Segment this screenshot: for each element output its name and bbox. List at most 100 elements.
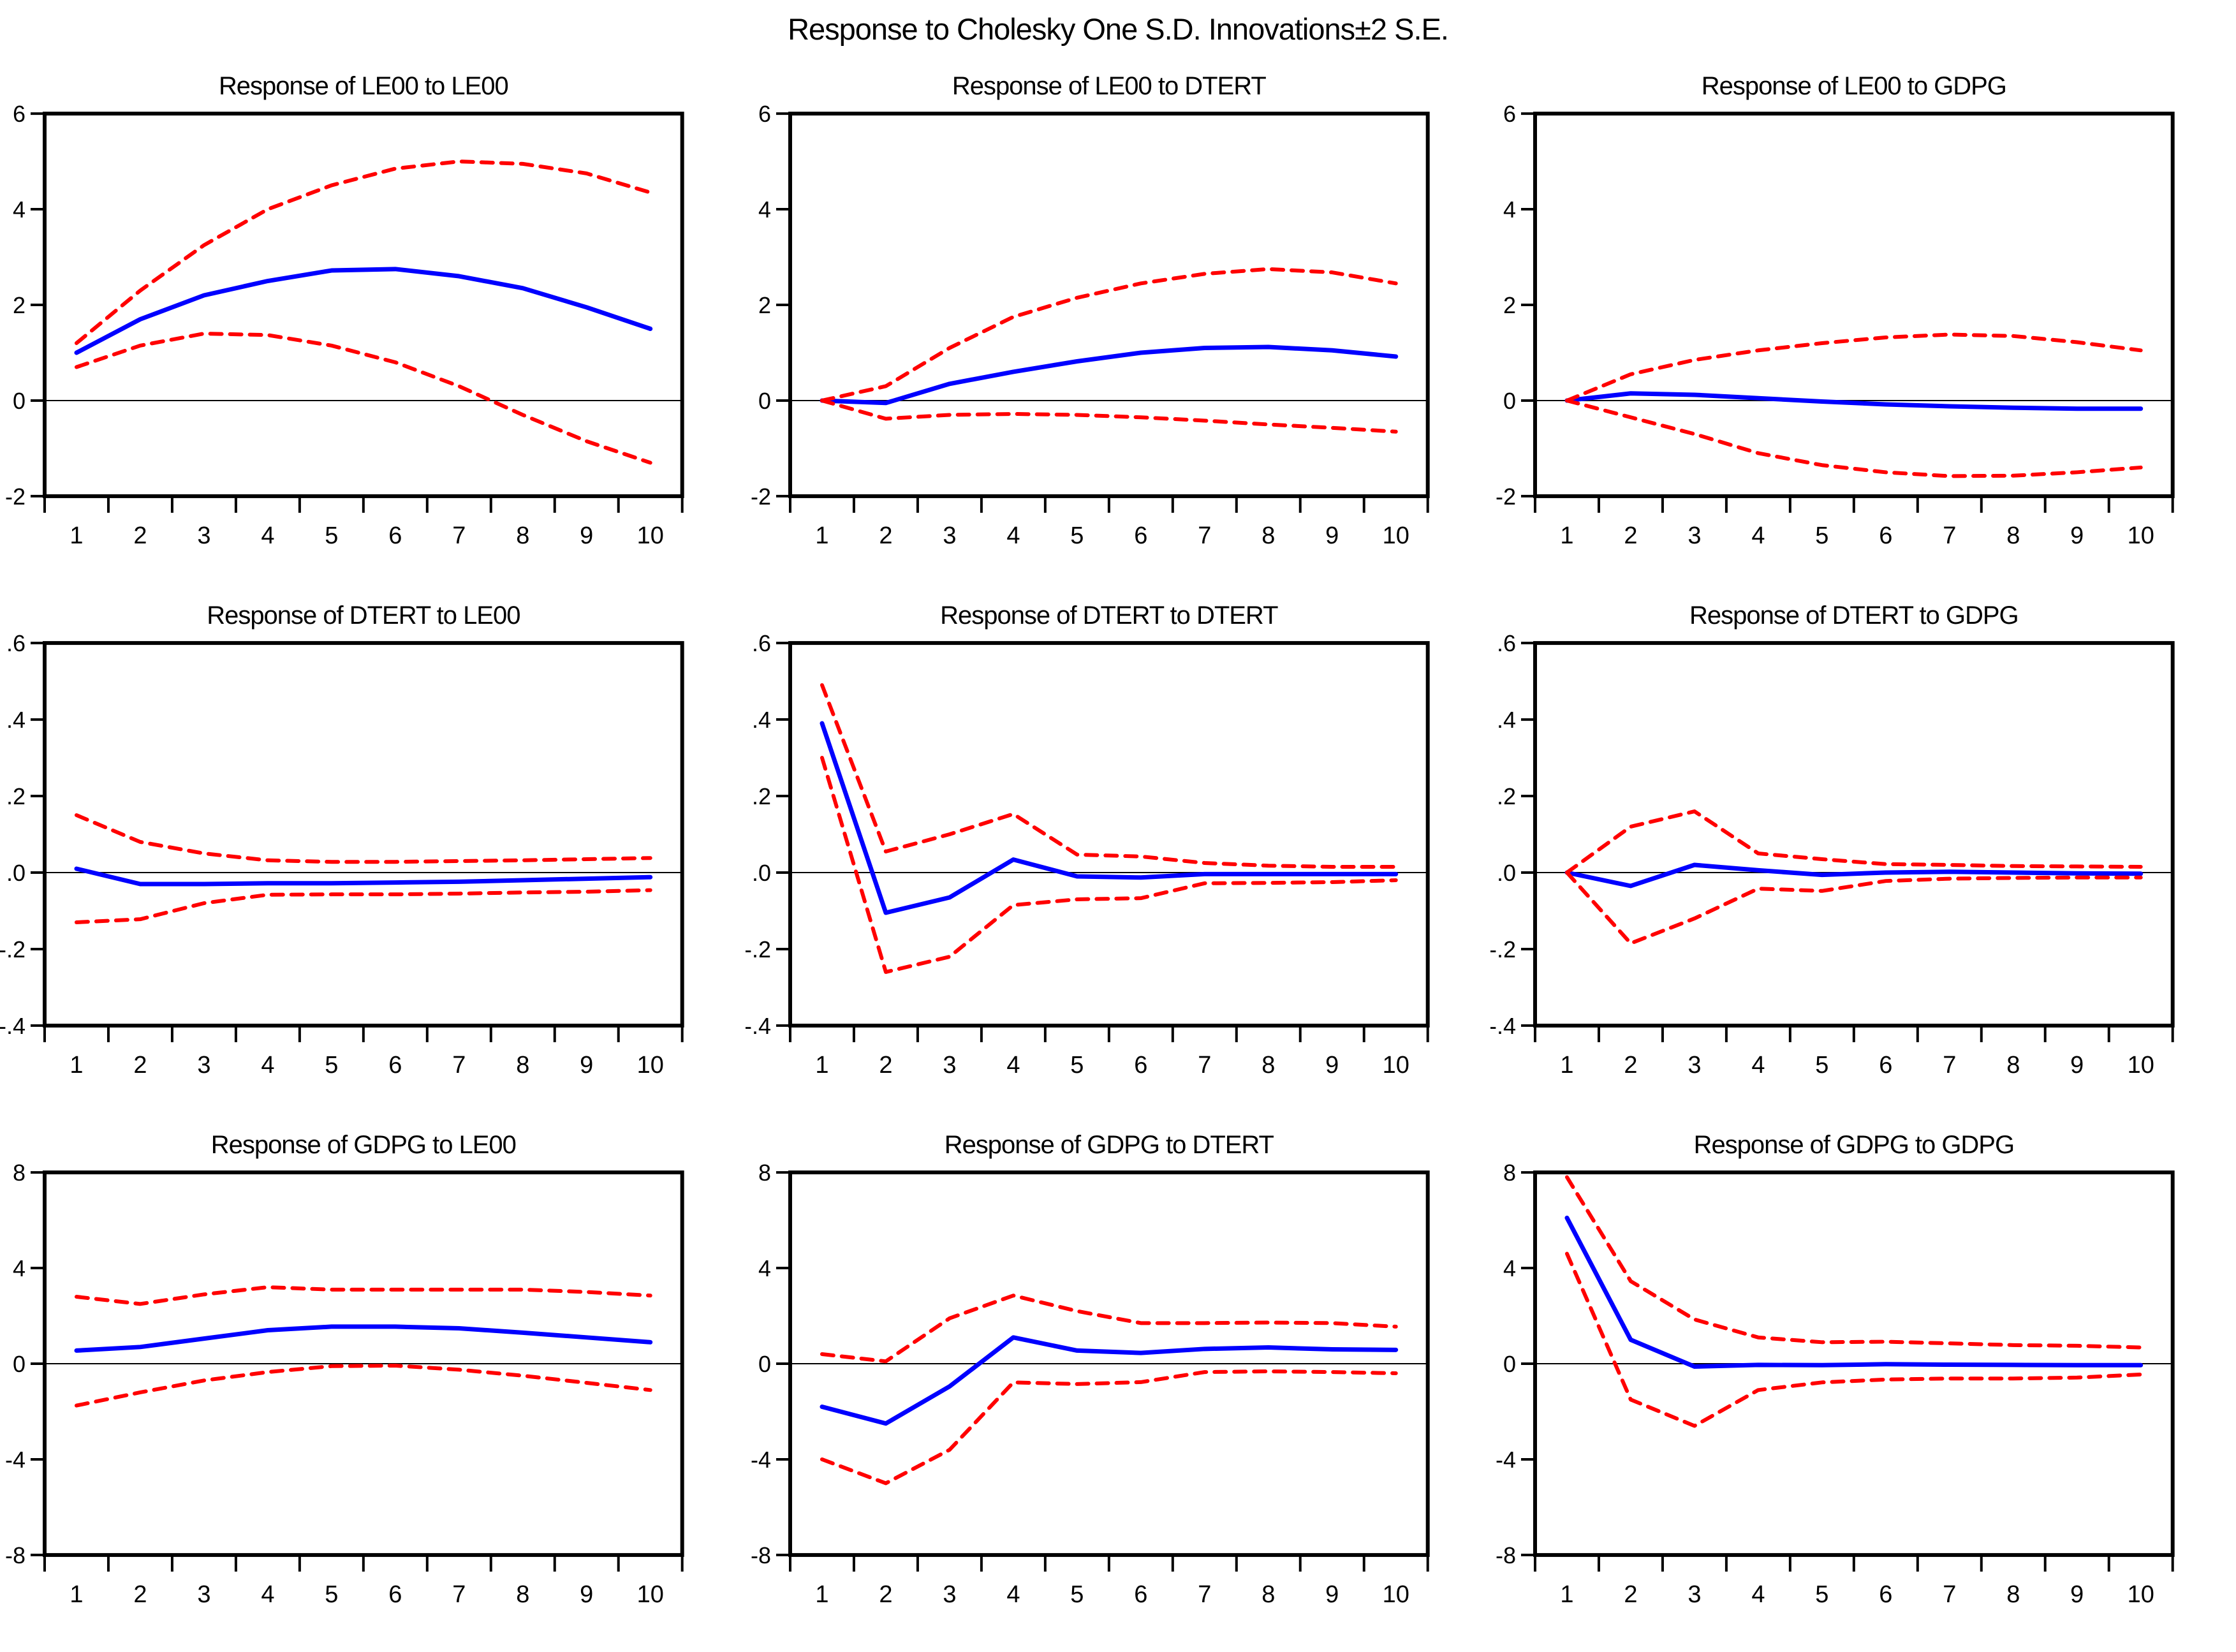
- irf-panel-dtert_gdpg: Response of DTERT to GDPG .6 .4 .2 .0 -.2 -.4 1…: [1490, 593, 2236, 1123]
- upper-se-band-line: [820, 1294, 1398, 1364]
- x-tick-label: 10: [2128, 522, 2154, 549]
- x-tick-label: 5: [325, 522, 338, 549]
- irf-chart-dtert_le00: Response of DTERT to LE00 .6 .4 .2 .0 -.2 -.4 1…: [0, 601, 684, 1079]
- x-tick-label: 10: [1382, 1581, 1409, 1608]
- upper-se-band-line: [1565, 809, 2144, 874]
- x-tick-label: 2: [879, 1581, 892, 1608]
- lower-se-band-line: [820, 756, 1398, 974]
- x-tick-label: 4: [1006, 522, 1020, 549]
- x-tick-label: 5: [1816, 522, 1829, 549]
- x-tick-label: 7: [1198, 1581, 1211, 1608]
- y-tick-label: 0: [758, 1351, 771, 1377]
- x-tick-label: 6: [1134, 1052, 1147, 1079]
- lower-se-band-line: [74, 331, 652, 465]
- panel-title: Response of DTERT to GDPG: [1689, 601, 2019, 630]
- x-tick-label: 4: [261, 1581, 274, 1608]
- x-tick-label: 3: [943, 1052, 956, 1079]
- x-tick-label: 1: [70, 1581, 83, 1608]
- x-tick-label: 5: [325, 1052, 338, 1079]
- y-tick-label: -.4: [1490, 1013, 1516, 1039]
- y-tick-label: -8: [751, 1542, 771, 1568]
- y-tick-label: -2: [5, 483, 26, 510]
- panel-title: Response of LE00 to LE00: [219, 72, 508, 100]
- upper-se-band-line: [1565, 1175, 2144, 1350]
- panel-title: Response of GDPG to LE00: [211, 1131, 516, 1159]
- upper-se-band-line: [1565, 332, 2144, 402]
- y-tick-label: -.2: [746, 936, 771, 962]
- panel-title: Response of DTERT to LE00: [207, 601, 520, 630]
- figure-title: Response to Cholesky One S.D. Innovation…: [788, 12, 1449, 46]
- x-tick-label: 3: [197, 1052, 210, 1079]
- plot-frame: [1533, 112, 2175, 498]
- y-tick-label: .2: [6, 783, 26, 809]
- x-tick-label: 7: [1943, 1581, 1957, 1608]
- x-tick-label: 6: [1879, 522, 1893, 549]
- plot-frame: [42, 641, 684, 1028]
- x-tick-label: 3: [943, 522, 956, 549]
- y-tick-label: .4: [6, 707, 26, 733]
- x-tick-label: 1: [1561, 1052, 1574, 1079]
- x-tick-label: 10: [637, 1581, 664, 1608]
- panel-title: Response of LE00 to GDPG: [1702, 72, 2006, 100]
- y-tick-label: 4: [1503, 1255, 1516, 1281]
- x-tick-label: 3: [197, 1581, 210, 1608]
- panel-title: Response of GDPG to GDPG: [1694, 1131, 2014, 1159]
- x-tick-label: 2: [879, 522, 892, 549]
- panel-title: Response of LE00 to DTERT: [952, 72, 1266, 100]
- irf-panel-gdpg_gdpg: Response of GDPG to GDPG 8 4 0 -4 -8 1 2 3 4 5 6 7 8 9…: [1490, 1123, 2236, 1652]
- x-tick-label: 8: [2007, 1581, 2020, 1608]
- x-tick-label: 7: [1943, 522, 1957, 549]
- x-tick-label: 4: [1752, 1052, 1765, 1079]
- y-tick-label: .4: [752, 707, 771, 733]
- y-tick-label: 2: [13, 292, 26, 318]
- x-tick-label: 4: [1006, 1581, 1020, 1608]
- x-tick-label: 3: [1688, 1052, 1702, 1079]
- y-tick-label: -4: [1496, 1447, 1516, 1473]
- x-tick-label: 1: [70, 1052, 83, 1079]
- y-tick-label: 8: [13, 1160, 26, 1186]
- irf-panel-le00_dtert: Response of LE00 to DTERT 6 4 2 0 -2 1 2 3 4 5 6 7 8 9…: [746, 64, 1491, 593]
- y-tick-label: -.4: [0, 1013, 26, 1039]
- response-line: [74, 866, 653, 887]
- y-tick-label: -.2: [1490, 936, 1516, 962]
- y-tick-label: -2: [751, 483, 771, 510]
- x-tick-label: 4: [1752, 522, 1765, 549]
- y-tick-label: 4: [758, 196, 771, 223]
- y-tick-label: 4: [13, 1255, 26, 1281]
- x-tick-label: 9: [580, 1052, 593, 1079]
- x-tick-label: 1: [1561, 1581, 1574, 1608]
- y-tick-label: 8: [1503, 1160, 1516, 1186]
- y-tick-label: 0: [13, 388, 26, 414]
- x-tick-label: 9: [580, 522, 593, 549]
- x-tick-label: 7: [1198, 1052, 1211, 1079]
- irf-panel-dtert_dtert: Response of DTERT to DTERT .6 .4 .2 .0 -.2 -.4…: [746, 593, 1491, 1123]
- panel-title: Response of GDPG to DTERT: [944, 1131, 1274, 1159]
- x-tick-label: 1: [815, 1581, 828, 1608]
- response-line: [820, 721, 1398, 915]
- x-tick-label: 7: [1198, 522, 1211, 549]
- response-line: [1564, 391, 2144, 411]
- x-tick-label: 2: [133, 1052, 147, 1079]
- y-tick-label: 4: [1503, 196, 1516, 223]
- x-tick-label: 10: [637, 522, 664, 549]
- x-tick-label: 2: [879, 1052, 892, 1079]
- x-tick-label: 4: [1752, 1581, 1765, 1608]
- x-tick-label: 5: [1816, 1052, 1829, 1079]
- x-tick-label: 8: [516, 1052, 529, 1079]
- x-tick-label: 7: [1943, 1052, 1957, 1079]
- lower-se-band-line: [1565, 398, 2144, 478]
- lower-se-band-line: [820, 1369, 1398, 1486]
- x-tick-label: 8: [516, 522, 529, 549]
- x-tick-label: 8: [2007, 522, 2020, 549]
- y-tick-label: 0: [1503, 388, 1516, 414]
- x-tick-label: 5: [1070, 522, 1084, 549]
- x-tick-label: 7: [452, 522, 466, 549]
- y-tick-label: 0: [1503, 1351, 1516, 1377]
- x-tick-label: 1: [815, 1052, 828, 1079]
- x-tick-label: 2: [1624, 1581, 1638, 1608]
- y-tick-label: -4: [5, 1447, 26, 1473]
- y-tick-label: 0: [758, 388, 771, 414]
- x-tick-label: 8: [1261, 522, 1275, 549]
- irf-panel-dtert_le00: Response of DTERT to LE00 .6 .4 .2 .0 -.2 -.4 1…: [0, 593, 746, 1123]
- x-tick-label: 9: [2070, 1581, 2084, 1608]
